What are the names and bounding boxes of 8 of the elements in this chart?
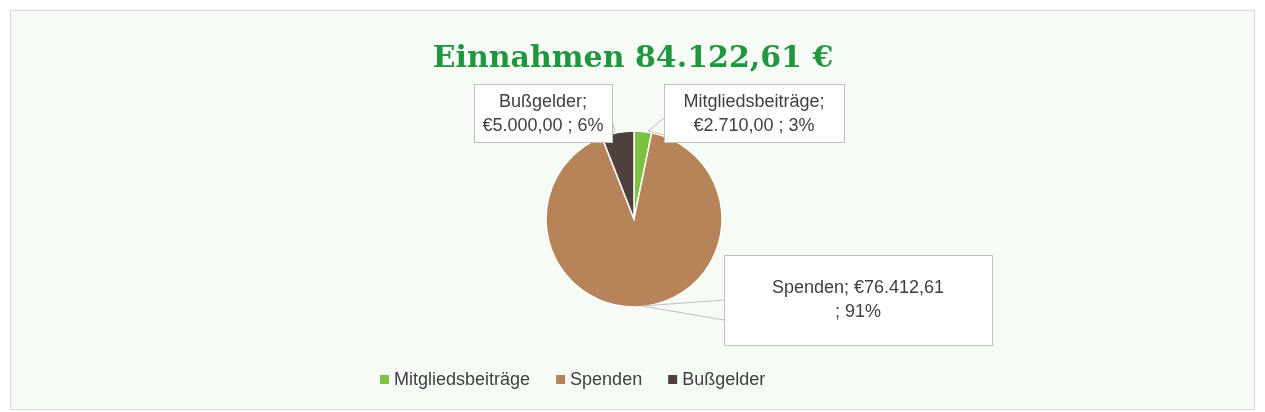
legend-label: Bußgelder <box>682 369 766 389</box>
legend-label: Mitgliedsbeiträge <box>394 369 531 389</box>
data-label: Spenden; €76.412,61 ; 91% <box>771 277 945 321</box>
data-label: Mitgliedsbeiträge; €2.710,00 ; 3% <box>683 91 825 135</box>
pie-slice <box>545 132 723 308</box>
legend-label: Spenden <box>570 369 643 389</box>
data-label: Bußgelder; €5.000,00 ; 6% <box>482 91 604 135</box>
chart-title: Einnahmen 84.122,61 € <box>432 39 834 74</box>
